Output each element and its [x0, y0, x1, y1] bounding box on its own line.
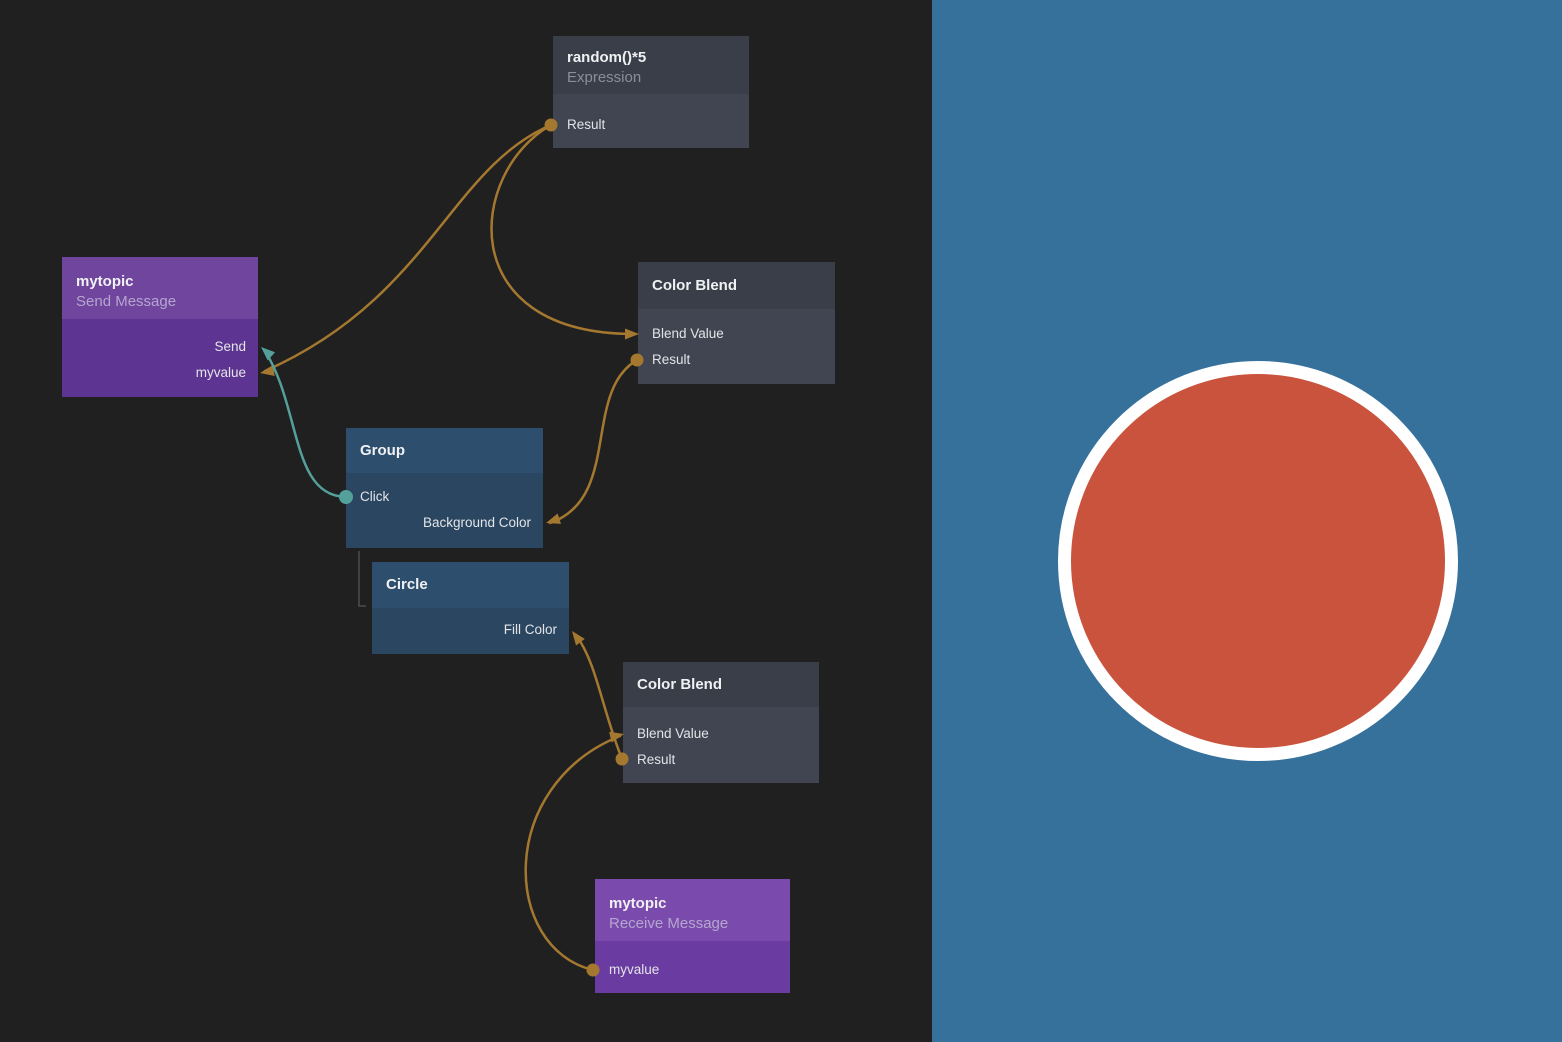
connection-arrowhead — [572, 631, 585, 646]
node-expression[interactable]: random()*5 Expression Result — [553, 36, 749, 148]
port-result[interactable]: Result — [567, 117, 606, 132]
node-subtitle: Receive Message — [609, 915, 729, 932]
node-title: Color Blend — [637, 675, 722, 693]
port-result[interactable]: Result — [637, 752, 676, 767]
port-myvalue[interactable]: myvalue — [609, 962, 660, 977]
port-blend-value[interactable]: Blend Value — [652, 326, 724, 341]
port-myvalue[interactable]: myvalue — [195, 365, 246, 380]
connection-expression-to-myvalue[interactable] — [263, 123, 553, 373]
connection-arrowhead — [625, 328, 639, 340]
node-title: random()*5 — [567, 49, 647, 66]
port-fill-color[interactable]: Fill Color — [503, 622, 557, 637]
preview-circle[interactable] — [1058, 361, 1458, 761]
port-click[interactable]: Click — [360, 489, 390, 504]
connection-click-to-send[interactable] — [263, 349, 348, 499]
port-result[interactable]: Result — [652, 352, 691, 367]
node-title: Circle — [386, 576, 428, 593]
node-title: mytopic — [76, 273, 134, 290]
node-subtitle: Expression — [567, 69, 642, 86]
node-title: Color Blend — [652, 276, 737, 294]
node-circle[interactable]: Circle Fill Color — [372, 562, 569, 654]
node-group[interactable]: Group Click Background Color — [346, 428, 543, 548]
connection-arrowhead — [546, 513, 562, 524]
node-color-blend-bottom[interactable]: Color Blend Blend Value Result — [623, 662, 819, 783]
connection-blend-result-to-fill-color[interactable] — [574, 633, 624, 761]
node-title: mytopic — [609, 895, 667, 912]
node-subtitle: Send Message — [76, 293, 177, 310]
port-blend-value[interactable]: Blend Value — [637, 726, 709, 741]
connection-expression-to-blend-value[interactable] — [490, 123, 636, 336]
port-background-color[interactable]: Background Color — [422, 515, 531, 530]
hierarchy-line-group-circle — [358, 551, 366, 607]
connection-arrowhead — [261, 347, 276, 361]
connection-blend-result-to-background-color[interactable] — [548, 358, 639, 525]
node-color-blend-top[interactable]: Color Blend Blend Value Result — [638, 262, 835, 384]
node-editor-canvas[interactable]: random()*5 Expression Result mytopic Sen… — [0, 0, 932, 1042]
port-send[interactable]: Send — [214, 339, 246, 354]
connection-arrowhead — [260, 365, 275, 376]
preview-viewport[interactable] — [932, 0, 1562, 1042]
node-receive-message[interactable]: mytopic Receive Message myvalue — [595, 879, 790, 993]
node-send-message[interactable]: mytopic Send Message Send myvalue — [62, 257, 258, 397]
node-title: Group — [360, 441, 405, 459]
